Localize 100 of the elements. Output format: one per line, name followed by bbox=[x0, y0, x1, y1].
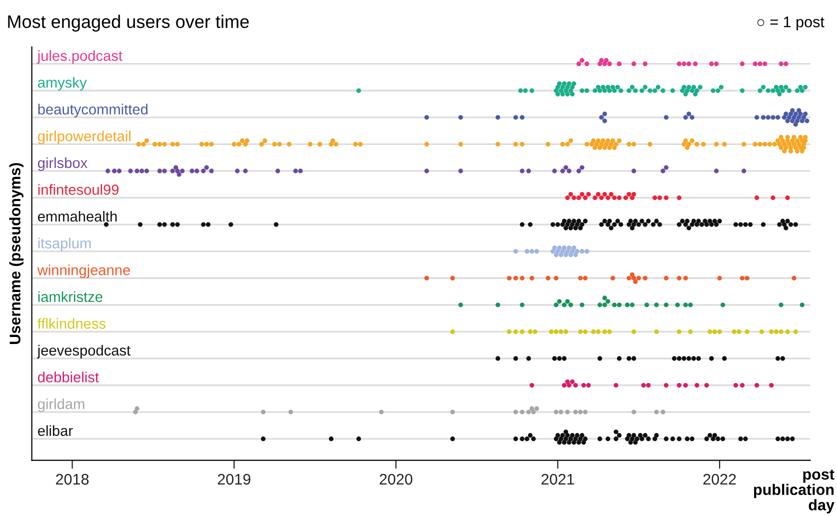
point bbox=[554, 302, 558, 308]
point bbox=[496, 115, 500, 120]
point bbox=[562, 382, 567, 388]
point bbox=[770, 195, 776, 200]
point bbox=[676, 222, 682, 227]
point bbox=[260, 436, 266, 442]
point bbox=[496, 356, 500, 361]
point bbox=[576, 168, 582, 174]
point bbox=[606, 195, 610, 200]
point bbox=[565, 410, 570, 414]
point bbox=[709, 222, 714, 227]
point bbox=[584, 249, 590, 254]
point bbox=[520, 222, 524, 227]
point bbox=[379, 410, 384, 414]
x-tick-label: 2018 bbox=[56, 474, 89, 485]
point bbox=[566, 382, 572, 388]
point bbox=[683, 276, 688, 280]
y-tick-label: infintesoul99 bbox=[38, 184, 119, 195]
point bbox=[769, 329, 774, 334]
point bbox=[743, 436, 748, 442]
point bbox=[716, 436, 720, 442]
point bbox=[714, 222, 719, 227]
point bbox=[717, 276, 722, 280]
point bbox=[690, 436, 694, 442]
point bbox=[450, 436, 455, 442]
point bbox=[774, 329, 779, 334]
point bbox=[696, 356, 701, 361]
point bbox=[591, 329, 596, 334]
point bbox=[554, 276, 558, 280]
point bbox=[550, 222, 556, 227]
point bbox=[654, 302, 659, 308]
point bbox=[664, 382, 668, 388]
point bbox=[720, 302, 726, 308]
point bbox=[676, 382, 682, 388]
point bbox=[513, 436, 518, 442]
point bbox=[550, 249, 556, 254]
point bbox=[596, 329, 601, 334]
point bbox=[424, 168, 429, 174]
point bbox=[520, 329, 524, 334]
point bbox=[625, 302, 630, 308]
point bbox=[782, 142, 787, 146]
y-tick-label: emmahealth bbox=[38, 210, 117, 222]
point bbox=[688, 329, 693, 334]
point bbox=[682, 356, 686, 361]
point bbox=[691, 356, 696, 361]
point bbox=[704, 222, 709, 227]
point bbox=[693, 62, 698, 66]
point bbox=[582, 410, 588, 414]
point bbox=[546, 276, 550, 280]
point bbox=[560, 222, 565, 227]
point bbox=[769, 382, 774, 388]
point bbox=[235, 168, 240, 174]
point bbox=[580, 249, 584, 254]
point bbox=[298, 168, 303, 174]
point bbox=[112, 168, 117, 174]
point bbox=[686, 356, 692, 361]
y-tick-label: fflkindness bbox=[38, 318, 106, 329]
point bbox=[759, 329, 764, 334]
point bbox=[630, 195, 635, 200]
point bbox=[526, 356, 531, 361]
point bbox=[450, 410, 455, 414]
point bbox=[738, 436, 743, 442]
point bbox=[623, 195, 628, 200]
point bbox=[770, 115, 776, 120]
point bbox=[636, 276, 641, 280]
y-tick-label: debbielist bbox=[38, 372, 99, 382]
point bbox=[654, 329, 659, 334]
point bbox=[513, 276, 518, 280]
point bbox=[664, 436, 668, 442]
point bbox=[554, 329, 558, 334]
point bbox=[506, 276, 512, 280]
point bbox=[568, 436, 574, 442]
point bbox=[106, 168, 110, 174]
point bbox=[782, 115, 787, 120]
point bbox=[582, 195, 588, 200]
point bbox=[686, 62, 692, 66]
y-tick-label: girlsbox bbox=[38, 157, 88, 171]
point bbox=[616, 195, 622, 200]
point bbox=[194, 168, 200, 174]
point bbox=[578, 276, 583, 280]
point bbox=[162, 222, 167, 227]
point bbox=[792, 276, 796, 280]
point bbox=[599, 222, 604, 227]
point bbox=[652, 195, 658, 200]
point bbox=[786, 142, 792, 146]
y-tick-label: jeevespodcast bbox=[37, 344, 130, 358]
point bbox=[786, 115, 792, 120]
point bbox=[766, 115, 770, 120]
point bbox=[778, 62, 784, 66]
point bbox=[558, 410, 564, 414]
point bbox=[513, 356, 518, 361]
point bbox=[618, 222, 624, 227]
point bbox=[776, 115, 780, 120]
point bbox=[657, 195, 662, 200]
x-axis-title: post publication day bbox=[754, 470, 834, 514]
point bbox=[676, 276, 682, 280]
point bbox=[562, 302, 567, 308]
point bbox=[513, 410, 518, 414]
point bbox=[676, 329, 682, 334]
point bbox=[564, 436, 568, 442]
